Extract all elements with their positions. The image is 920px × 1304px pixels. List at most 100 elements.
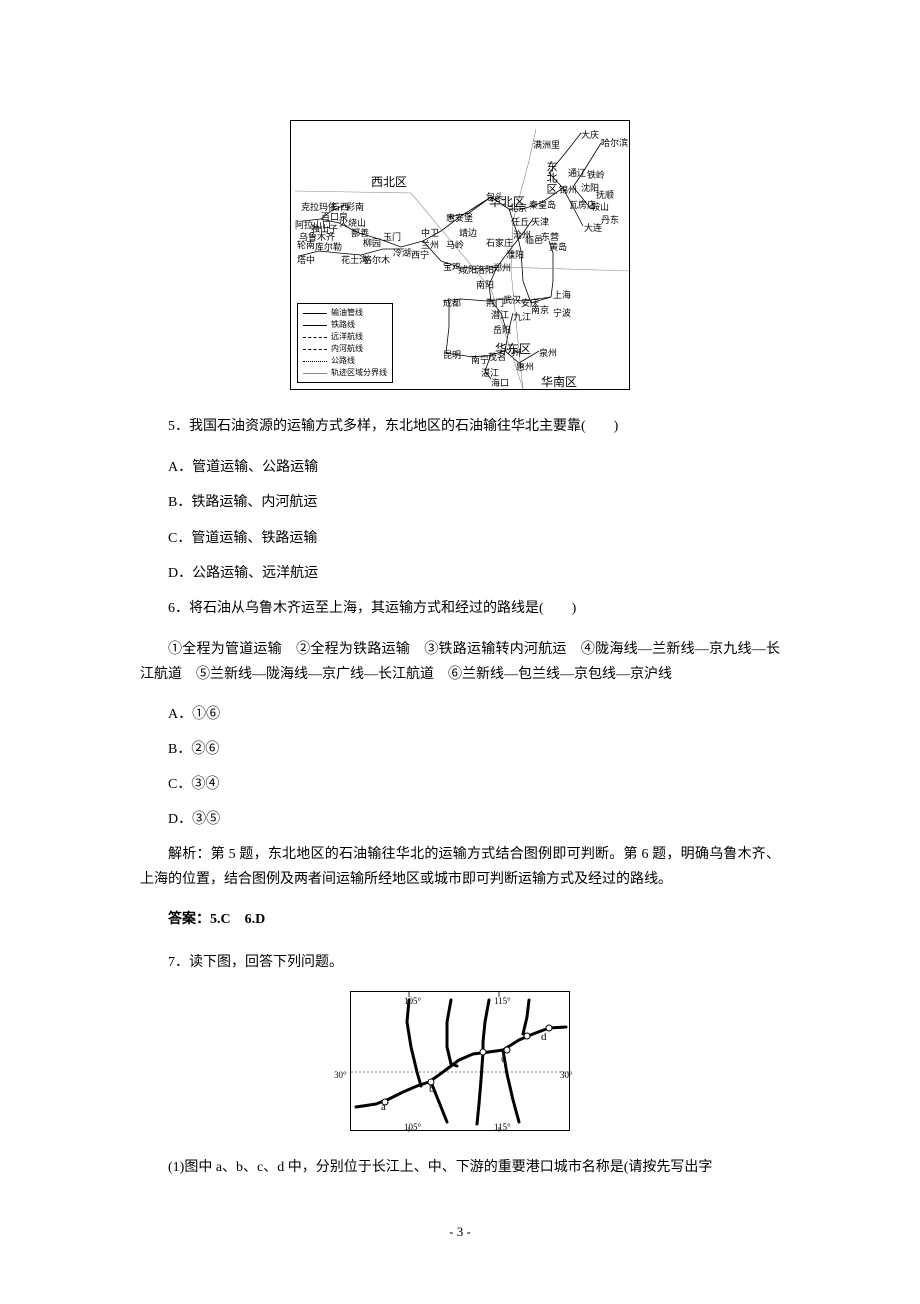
city-label: 秦皇岛 (529, 201, 556, 210)
city-label: 石家庄 (486, 239, 513, 248)
legend-row: 输油管线 (303, 307, 387, 319)
city-label: 南宁 (471, 356, 489, 365)
figure-oil-map: 西北区华北区东北区华东区华南区大庆哈尔滨满洲里通辽铁岭锦州沈阳抚顺瓦房店鞍山丹东… (140, 120, 780, 390)
city-label: 靖边 (459, 229, 477, 238)
legend-label: 公路线 (331, 355, 355, 367)
city-label: 鞍山 (591, 203, 609, 212)
legend-row: 铁路线 (303, 319, 387, 331)
city-label: 宁波 (553, 309, 571, 318)
explanation: 解析：第 5 题，东北地区的石油输往华北的运输方式结合图例即可判断。第 6 题，… (140, 842, 780, 892)
q6-opt-c: C．③④ (140, 772, 780, 797)
q5-opt-c: C．管道运输、铁路运输 (140, 526, 780, 551)
legend-line-icon (303, 349, 327, 350)
city-label: 大连 (584, 224, 602, 233)
city-label: 海口 (491, 379, 509, 388)
city-label: 南京 (531, 306, 549, 315)
legend-label: 输油管线 (331, 307, 363, 319)
map-frame-2: a b c d (350, 991, 570, 1131)
q5-opt-a: A．管道运输、公路运输 (140, 455, 780, 480)
city-label: 成都 (443, 299, 461, 308)
coord-label: 105° (404, 1119, 421, 1135)
q7-sub1: (1)图中 a、b、c、d 中，分别位于长江上、中、下游的重要港口城市名称是(请… (140, 1155, 780, 1180)
city-label: 惠州 (516, 363, 534, 372)
city-label: 东营 (541, 233, 559, 242)
city-label: 塔中 (297, 256, 315, 265)
legend-label: 内河航线 (331, 343, 363, 355)
city-label: 鄯善 (351, 229, 369, 238)
city-label: 火烧山 (339, 219, 366, 228)
city-label: 库尔勒 (315, 243, 342, 252)
city-label: 丹东 (601, 216, 619, 225)
point-label: c (501, 1054, 506, 1065)
city-label: 北京 (509, 204, 527, 213)
city-label: 包头 (486, 193, 504, 202)
legend-line-icon (303, 337, 327, 338)
q6-para: ①全程为管道运输 ②全程为铁路运输 ③铁路运输转内河航运 ④陇海线—兰新线—京九… (140, 637, 780, 687)
city-label: 轮南 (297, 241, 315, 250)
legend-label: 远洋航线 (331, 331, 363, 343)
legend-row: 公路线 (303, 355, 387, 367)
q6-opt-b: B．②⑥ (140, 737, 780, 762)
city-label: 天津 (531, 218, 549, 227)
region-label: 东北区 (545, 161, 556, 194)
city-label: 九江 (513, 313, 531, 322)
city-label: 西宁 (411, 251, 429, 260)
city-label: 彩南 (346, 203, 364, 212)
coord-label: 30° (334, 1067, 347, 1083)
q6-stem: 6．将石油从乌鲁木齐运至上海，其运输方式和经过的路线是( ) (140, 596, 780, 621)
legend-label: 轨迹区域分界线 (331, 367, 387, 379)
answer-line: 答案：5.C 6.D (140, 907, 780, 932)
city-label: 哈尔滨 (601, 139, 628, 148)
city-label: 荆门 (486, 299, 504, 308)
point-label: b (429, 1084, 435, 1095)
city-label: 抚顺 (596, 191, 614, 200)
page-number: - 3 - (140, 1220, 780, 1243)
map-legend: 输油管线铁路线远洋航线内河航线公路线轨迹区域分界线 (297, 303, 393, 383)
city-label: 湛江 (481, 369, 499, 378)
legend-row: 远洋航线 (303, 331, 387, 343)
coord-label: 115° (494, 1119, 511, 1135)
city-label: 泉州 (539, 349, 557, 358)
city-label: 惠安堡 (446, 214, 473, 223)
city-label: 武汉 (503, 296, 521, 305)
coord-label: 30° (560, 1067, 573, 1083)
legend-line-icon (303, 313, 327, 314)
city-label: 大庆 (581, 131, 599, 140)
region-label: 华南区 (541, 376, 577, 388)
legend-row: 轨迹区域分界线 (303, 367, 387, 379)
q7-stem: 7．读下图，回答下列问题。 (140, 950, 780, 975)
coord-label: 105° (404, 993, 421, 1009)
city-label: 潜江 (491, 311, 509, 320)
figure-river-map: abcd 105°115°30°30°105°115° (140, 991, 780, 1131)
coord-label: 115° (494, 993, 511, 1009)
city-label: 广州 (503, 349, 521, 358)
city-label: 格尔木 (363, 256, 390, 265)
legend-label: 铁路线 (331, 319, 355, 331)
city-label: 岳阳 (493, 326, 511, 335)
city-label: 任丘 (511, 218, 529, 227)
q5-stem: 5．我国石油资源的运输方式多样，东北地区的石油输往华北主要靠( ) (140, 414, 780, 439)
city-label: 通辽 (568, 169, 586, 178)
q6-opt-d: D．③⑤ (140, 807, 780, 832)
city-label: 郑州 (493, 264, 511, 273)
city-label: 锦州 (559, 186, 577, 195)
region-label: 西北区 (371, 176, 407, 188)
legend-line-icon (303, 373, 327, 374)
city-label: 昆明 (443, 351, 461, 360)
point-label: d (541, 1032, 547, 1043)
legend-row: 内河航线 (303, 343, 387, 355)
city-label: 南阳 (476, 281, 494, 290)
city-label: 濮阳 (506, 251, 524, 260)
city-label: 咸阳 (459, 266, 477, 275)
city-label: 中卫 (421, 229, 439, 238)
legend-line-icon (303, 361, 327, 362)
point-label: a (381, 1102, 386, 1113)
city-label: 上海 (553, 291, 571, 300)
q6-opt-a: A．①⑥ (140, 702, 780, 727)
map-frame-1: 西北区华北区东北区华东区华南区大庆哈尔滨满洲里通辽铁岭锦州沈阳抚顺瓦房店鞍山丹东… (290, 120, 630, 390)
city-label: 洛阳 (476, 266, 494, 275)
city-label: 黄岛 (549, 243, 567, 252)
q5-opt-d: D．公路运输、远洋航运 (140, 561, 780, 586)
city-label: 兰州 (421, 241, 439, 250)
city-label: 柳园 (363, 239, 381, 248)
